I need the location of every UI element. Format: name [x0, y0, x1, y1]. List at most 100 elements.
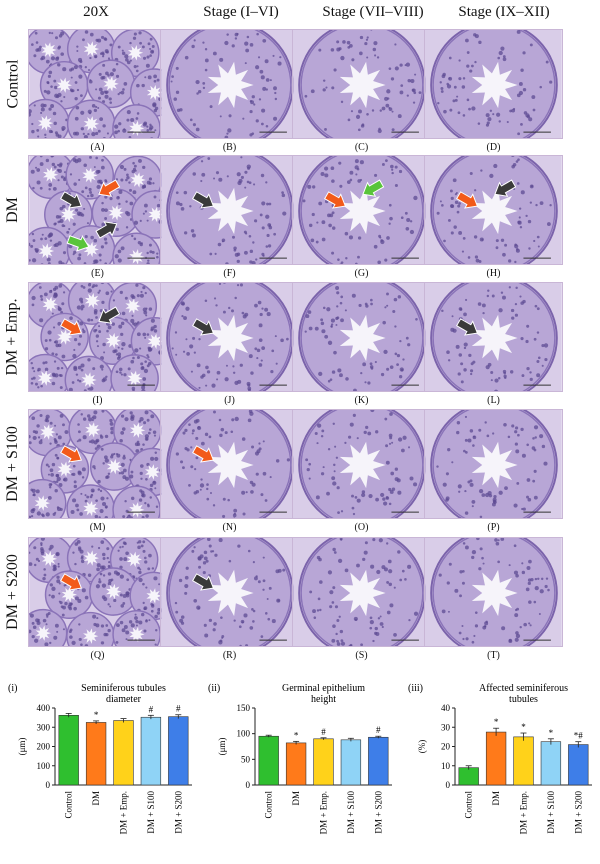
row-header-dm: DM — [2, 155, 24, 265]
micrograph-panel — [28, 155, 167, 265]
category-label: Control — [264, 791, 274, 819]
y-tick-label: 400 — [37, 703, 51, 713]
row-header-dm-s200: DM + S200 — [2, 537, 24, 647]
bar — [541, 742, 561, 785]
micrograph-panel — [28, 29, 167, 139]
bar — [114, 721, 134, 785]
bar — [259, 736, 279, 785]
micrograph-panel — [424, 29, 563, 139]
y-tick-label: 10 — [441, 761, 451, 771]
panel-label: (F) — [160, 268, 299, 279]
bar — [568, 745, 588, 785]
category-label: DM + Emp. — [519, 791, 529, 834]
panel-label: (R) — [160, 650, 299, 661]
chart-title: tubules — [509, 694, 538, 705]
category-label: DM + S200 — [373, 791, 383, 834]
bar — [341, 740, 361, 785]
micrograph-panel — [292, 29, 431, 139]
micrograph-panel — [292, 155, 431, 265]
panel-label: (O) — [292, 522, 431, 533]
significance-mark: # — [176, 704, 181, 714]
micrograph-panel — [28, 537, 167, 647]
category-label: DM + S200 — [173, 791, 183, 834]
category-label: DM + Emp. — [119, 791, 129, 834]
bar — [141, 717, 161, 785]
panel-label: (M) — [28, 522, 167, 533]
y-tick-label: 20 — [441, 742, 451, 752]
y-axis-label: (μm) — [17, 738, 27, 756]
bar — [368, 737, 388, 785]
row-header-control: Control — [2, 29, 24, 139]
panel-label: (L) — [424, 395, 563, 406]
significance-mark: * — [494, 717, 499, 727]
category-label: DM — [291, 791, 301, 806]
panel-label: (G) — [292, 268, 431, 279]
micrograph-panel — [160, 29, 299, 139]
y-axis-label: (%) — [417, 740, 427, 754]
y-tick-label: 0 — [246, 780, 251, 790]
bar — [459, 768, 479, 785]
panel-label: (J) — [160, 395, 299, 406]
y-axis-label: (μm) — [217, 738, 227, 756]
panel-label: (E) — [28, 268, 167, 279]
bar — [59, 715, 79, 785]
y-tick-label: 30 — [441, 722, 451, 732]
micrograph-panel — [424, 409, 563, 519]
category-label: DM + S100 — [146, 791, 156, 834]
y-tick-label: 200 — [37, 742, 51, 752]
category-label: DM + S200 — [573, 791, 583, 834]
chart-title: Seminiferous tubules — [81, 683, 166, 694]
category-label: Control — [64, 791, 74, 819]
significance-mark: # — [149, 704, 154, 714]
bar — [314, 739, 334, 785]
significance-mark: # — [321, 727, 326, 737]
panel-label: (T) — [424, 650, 563, 661]
panel-label: (K) — [292, 395, 431, 406]
significance-mark: * — [294, 730, 299, 740]
panel-label: (S) — [292, 650, 431, 661]
category-label: DM + S100 — [346, 791, 356, 834]
panel-label: (C) — [292, 142, 431, 153]
column-header-stage-1-6: Stage (I–VI) — [185, 4, 297, 21]
micrograph-panel — [28, 282, 167, 392]
y-tick-label: 300 — [37, 722, 51, 732]
y-tick-label: 50 — [241, 754, 251, 764]
bar — [168, 717, 188, 785]
bar — [514, 737, 534, 785]
y-tick-label: 100 — [37, 761, 51, 771]
panel-label: (A) — [28, 142, 167, 153]
y-tick-label: 100 — [237, 729, 251, 739]
y-tick-label: 40 — [441, 703, 451, 713]
significance-mark: * — [521, 722, 526, 732]
category-label: DM — [491, 791, 501, 806]
significance-mark: * — [549, 728, 554, 738]
chart-panel-label: (i) — [8, 683, 17, 694]
micrograph-panel — [424, 537, 563, 647]
category-label: DM + Emp. — [319, 791, 329, 834]
micrograph-panel — [292, 282, 431, 392]
micrograph-panel — [424, 282, 563, 392]
panel-label: (N) — [160, 522, 299, 533]
panel-label: (Q) — [28, 650, 167, 661]
micrograph-panel — [160, 282, 299, 392]
significance-mark: *# — [574, 731, 584, 741]
y-tick-label: 0 — [46, 780, 51, 790]
panel-label: (I) — [28, 395, 167, 406]
panel-label: (B) — [160, 142, 299, 153]
chart-title: Germinal epithelium — [282, 683, 365, 694]
micrograph-panel — [160, 409, 299, 519]
micrograph-panel — [292, 537, 431, 647]
bar — [286, 743, 306, 785]
y-tick-label: 0 — [446, 780, 451, 790]
category-label: DM — [91, 791, 101, 806]
y-tick-label: 150 — [237, 703, 251, 713]
column-header-stage-9-12: Stage (IX–XII) — [448, 4, 560, 21]
micrograph-panel — [28, 409, 167, 519]
category-label: Control — [464, 791, 474, 819]
micrograph-panel — [292, 409, 431, 519]
chart-title: diameter — [106, 694, 142, 705]
column-header-20x: 20X — [40, 4, 152, 21]
